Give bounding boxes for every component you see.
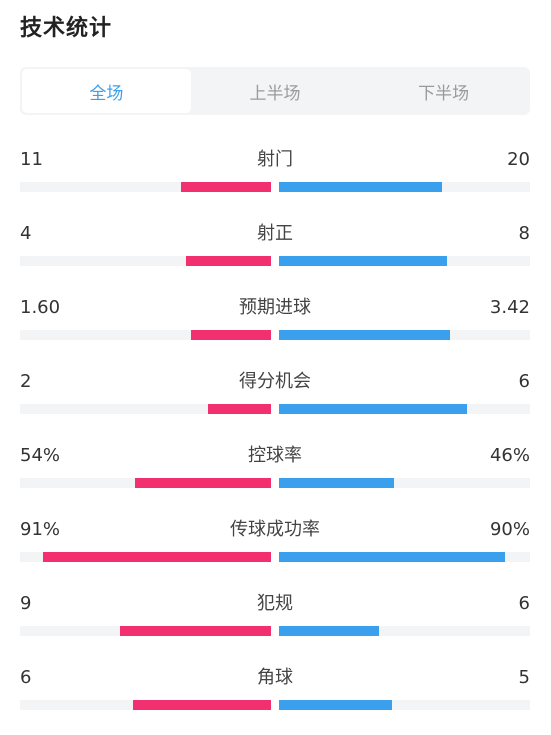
away-bar-track	[279, 404, 530, 414]
away-bar	[279, 478, 395, 488]
away-bar	[279, 404, 468, 414]
stat-row-pass-accuracy: 91% 传球成功率 90%	[20, 512, 530, 586]
home-bar	[208, 404, 271, 414]
away-bar-track	[279, 552, 530, 562]
away-bar	[279, 182, 443, 192]
stat-label: 传球成功率	[230, 519, 320, 540]
home-bar-track	[20, 182, 271, 192]
away-bar	[279, 256, 448, 266]
home-bar-track	[20, 330, 271, 340]
tab-first-half[interactable]: 上半场	[249, 83, 301, 104]
home-bar	[190, 330, 271, 340]
away-bar	[279, 552, 505, 562]
home-bar-track	[20, 700, 271, 710]
stat-label: 角球	[257, 667, 293, 688]
home-bar	[120, 626, 271, 636]
away-bar	[279, 700, 392, 710]
away-bar	[279, 626, 380, 636]
away-value: 5	[518, 667, 530, 688]
away-value: 8	[518, 223, 530, 244]
stat-label: 犯规	[257, 593, 293, 614]
home-value: 54%	[20, 445, 61, 466]
home-bar	[180, 182, 271, 192]
home-value: 11	[20, 149, 43, 170]
stat-label: 射门	[257, 149, 293, 170]
tab-full-match[interactable]: 全场	[22, 69, 191, 113]
home-bar	[185, 256, 271, 266]
away-bar-track	[279, 626, 530, 636]
home-bar	[135, 478, 271, 488]
stat-row-expected-goals: 1.60 预期进球 3.42	[20, 290, 530, 364]
stat-row-shots-on-target: 4 射正 8	[20, 216, 530, 290]
home-value: 91%	[20, 519, 61, 540]
stat-row-shots: 11 射门 20	[20, 142, 530, 216]
stat-label: 控球率	[248, 445, 302, 466]
home-value: 9	[20, 593, 32, 614]
away-bar-track	[279, 330, 530, 340]
stat-row-fouls: 9 犯规 6	[20, 586, 530, 660]
away-value: 6	[518, 593, 530, 614]
period-tabs: 全场 上半场 下半场	[20, 67, 530, 115]
away-value: 90%	[489, 519, 530, 540]
home-value: 6	[20, 667, 32, 688]
tab-second-half[interactable]: 下半场	[418, 83, 470, 104]
home-bar-track	[20, 478, 271, 488]
stat-row-corners: 6 角球 5	[20, 660, 530, 734]
stats-list: 11 射门 20 4 射正 8 1.60 预期进球 3.42 2 得分机会 6 …	[20, 142, 530, 734]
stat-row-chances: 2 得分机会 6	[20, 364, 530, 438]
away-value: 3.42	[489, 297, 530, 318]
away-value: 46%	[489, 445, 530, 466]
away-value: 6	[518, 371, 530, 392]
home-bar	[132, 700, 271, 710]
away-bar-track	[279, 256, 530, 266]
away-bar-track	[279, 478, 530, 488]
home-bar	[42, 552, 271, 562]
stat-label: 得分机会	[239, 371, 311, 392]
stat-label: 预期进球	[239, 297, 311, 318]
home-bar-track	[20, 626, 271, 636]
home-value: 2	[20, 371, 32, 392]
away-bar-track	[279, 700, 530, 710]
away-value: 20	[507, 149, 530, 170]
away-bar	[279, 330, 450, 340]
stat-label: 射正	[257, 223, 293, 244]
page-title: 技术统计	[20, 16, 113, 41]
home-bar-track	[20, 552, 271, 562]
stat-row-possession: 54% 控球率 46%	[20, 438, 530, 512]
home-value: 4	[20, 223, 32, 244]
home-bar-track	[20, 404, 271, 414]
away-bar-track	[279, 182, 530, 192]
home-bar-track	[20, 256, 271, 266]
home-value: 1.60	[20, 297, 61, 318]
